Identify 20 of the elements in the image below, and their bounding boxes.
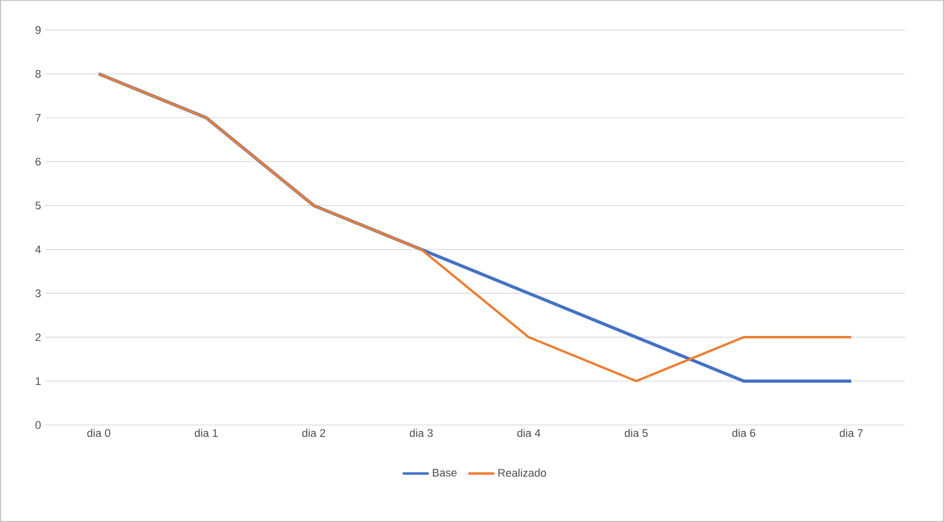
y-tick-label: 2	[36, 333, 41, 342]
x-tick-label: dia 7	[840, 428, 863, 437]
y-tick-label: 5	[35, 202, 41, 210]
y-tick-label: 9	[36, 26, 41, 34]
y-tick-label: 6	[36, 158, 41, 166]
legend-label: Base	[432, 468, 457, 477]
y-tick-label: 8	[36, 70, 41, 78]
x-tick-label: dia 5	[624, 428, 648, 437]
y-tick-label: 0	[35, 421, 41, 429]
x-tick-label: dia 0	[87, 428, 110, 437]
legend-label: Realizado	[498, 468, 546, 477]
y-tick-label: 1	[36, 377, 41, 385]
y-tick-label: 3	[35, 289, 41, 298]
x-tick-label: dia 1	[194, 428, 218, 437]
y-tick-label: 7	[36, 114, 41, 122]
x-tick-label: dia 4	[517, 428, 540, 437]
y-tick-label: 4	[35, 246, 41, 254]
x-tick-label: dia 2	[302, 428, 326, 437]
x-tick-label: dia 3	[410, 428, 433, 437]
x-tick-label: dia 6	[732, 428, 756, 437]
